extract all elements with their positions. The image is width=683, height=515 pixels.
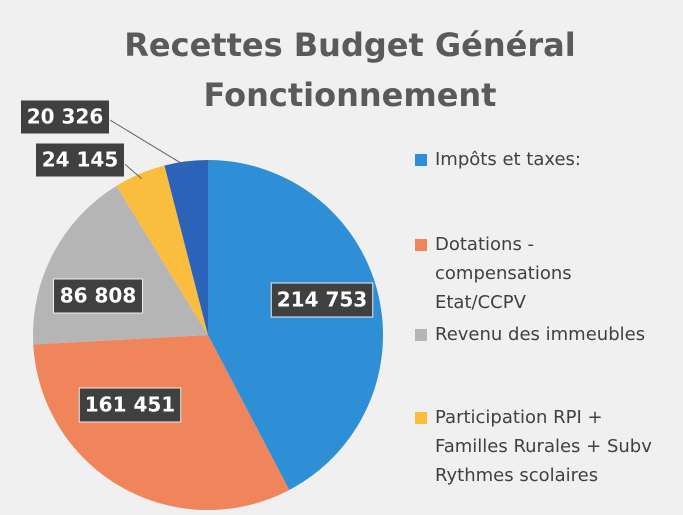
- legend-swatch: [415, 412, 427, 424]
- chart-title: Recettes Budget Général Fonctionnement: [124, 26, 576, 114]
- legend-swatch: [415, 329, 427, 341]
- legend-swatch: [415, 154, 427, 166]
- legend-entry: Revenu des immeubles: [415, 320, 683, 349]
- legend-label: Impôts et taxes:: [435, 149, 581, 170]
- legend-entry: Participation RPI + Familles Rurales + S…: [415, 403, 670, 490]
- legend-label: Revenu des immeubles: [435, 324, 646, 345]
- data-label: 214 753: [277, 288, 367, 312]
- data-label: 86 808: [60, 284, 137, 308]
- label-box: [78, 387, 182, 423]
- legend-label: Participation RPI + Familles Rurales + S…: [435, 407, 652, 486]
- label-box: [53, 278, 143, 314]
- legend-entry: Impôts et taxes:: [415, 145, 683, 174]
- pie-slice: [116, 165, 208, 335]
- data-label: 24 145: [42, 148, 119, 172]
- label-box: [35, 142, 125, 178]
- label-box: [20, 99, 110, 135]
- pie-slice: [208, 160, 383, 491]
- leader-line: [104, 116, 187, 168]
- data-label: 161 451: [85, 393, 175, 417]
- legend-swatch: [415, 239, 427, 251]
- pie-slice: [164, 160, 208, 335]
- legend-label: Dotations - compensations Etat/CCPV: [435, 234, 572, 313]
- legend-entry: Dotations - compensations Etat/CCPV: [415, 230, 595, 317]
- label-box: [270, 282, 374, 318]
- data-label: 20 326: [27, 105, 104, 129]
